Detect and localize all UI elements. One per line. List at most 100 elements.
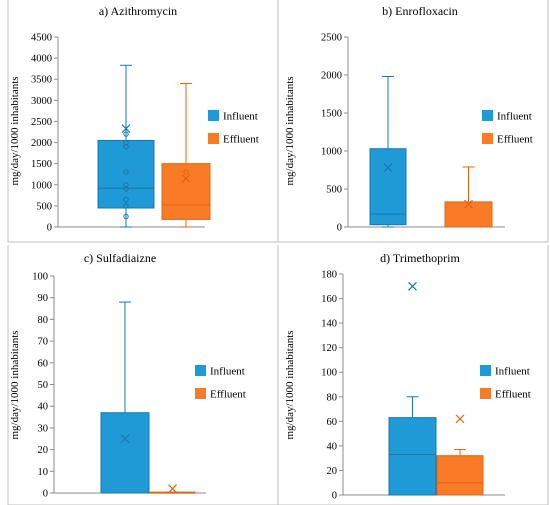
y-tick-label: 1500 — [321, 109, 342, 120]
y-tick-label: 60 — [327, 417, 338, 428]
y-tick-label: 0 — [43, 489, 48, 500]
legend-item-influent: Influent — [480, 365, 530, 378]
y-tick-label: 2000 — [321, 71, 342, 82]
y-tick-label: 120 — [321, 343, 337, 354]
chart-panel-1: a) Azithromycin mg/day/1000 inhabitants 0 5… — [7, 0, 279, 243]
data-point — [123, 131, 129, 137]
y-tick-label: 4500 — [31, 33, 52, 44]
legend-label: Influent — [495, 366, 530, 378]
box-iqr — [100, 412, 150, 494]
legend-swatch — [480, 388, 491, 399]
legend-label: Effluent — [495, 389, 531, 401]
y-tick-label: 50 — [38, 380, 49, 391]
mean-marker — [181, 174, 191, 183]
legend-swatch — [208, 110, 219, 121]
panel-frame — [277, 0, 549, 243]
chart-panel-2: b) Enrofloxacin mg/day/1000 inhabitants 0 5… — [277, 0, 549, 243]
data-point — [123, 196, 129, 203]
y-tick-label: 140 — [321, 319, 337, 330]
mean-marker — [408, 281, 417, 291]
y-tick-label: 0 — [332, 491, 337, 502]
legend-swatch — [482, 133, 493, 144]
y-tick-label: 500 — [326, 185, 342, 196]
y-tick-label: 20 — [327, 466, 338, 477]
y-tick-label: 0 — [337, 223, 342, 234]
y-tick-label: 80 — [327, 392, 338, 403]
mean-marker — [168, 484, 177, 494]
legend-item-influent: Influent — [195, 365, 245, 378]
y-tick-label: 1500 — [31, 159, 52, 170]
chart-title: c) Sulfadiaizne — [84, 251, 156, 265]
data-point — [183, 169, 189, 175]
y-tick-label: 100 — [321, 368, 337, 379]
legend-label: Effluent — [223, 134, 259, 146]
box-effluent — [149, 484, 196, 494]
y-tick-label: 3500 — [31, 75, 52, 86]
box-influent — [97, 64, 155, 228]
y-tick-label: 2500 — [31, 117, 52, 128]
legend-item-influent: Influent — [208, 110, 258, 123]
y-tick-label: 40 — [38, 402, 49, 413]
mean-marker — [455, 414, 465, 424]
legend-swatch — [480, 365, 491, 376]
y-tick-label: 500 — [36, 201, 52, 212]
box-iqr — [444, 201, 493, 228]
box-influent — [388, 281, 437, 496]
chart-panel-3: c) Sulfadiaizne mg/day/1000 inhabitants 0 1… — [7, 245, 279, 505]
legend-label: Influent — [497, 111, 532, 123]
y-axis-label: mg/day/1000 inhabitants — [284, 330, 296, 439]
y-tick-label: 3000 — [31, 96, 52, 107]
chart-title: b) Enrofloxacin — [382, 4, 458, 18]
box-effluent — [436, 414, 484, 496]
y-axis-label: mg/day/1000 inhabitants — [284, 76, 296, 185]
box-iqr — [388, 417, 437, 496]
data-point — [123, 139, 129, 146]
chart-title: d) Trimethoprim — [380, 251, 460, 265]
legend-label: Influent — [223, 111, 258, 123]
mean-marker — [120, 434, 130, 444]
legend-item-influent: Influent — [482, 110, 532, 123]
legend-item-effluent: Effluent — [195, 388, 246, 401]
y-tick-label: 20 — [38, 445, 49, 456]
data-point — [123, 203, 129, 209]
legend-label: Influent — [210, 366, 245, 378]
y-axis-label: mg/day/1000 inhabitants — [9, 76, 21, 185]
chart-title: a) Azithromycin — [99, 4, 177, 18]
legend-swatch — [482, 110, 493, 121]
y-tick-label: 60 — [38, 358, 49, 369]
legend-swatch — [208, 133, 219, 144]
legend-swatch — [195, 365, 206, 376]
y-tick-label: 2000 — [31, 138, 52, 149]
legend-label: Effluent — [497, 134, 533, 146]
y-tick-label: 160 — [321, 294, 337, 305]
y-tick-label: 100 — [32, 272, 48, 283]
box-effluent — [161, 82, 211, 228]
mean-marker — [464, 199, 473, 209]
legend-item-effluent: Effluent — [208, 133, 259, 146]
data-point — [123, 182, 129, 188]
y-tick-label: 4000 — [31, 54, 52, 65]
data-point — [123, 213, 129, 220]
box-influent — [369, 76, 407, 228]
box-iqr — [436, 455, 484, 496]
y-tick-label: 10 — [38, 467, 49, 478]
data-point — [123, 169, 129, 175]
legend-swatch — [195, 388, 206, 399]
y-tick-label: 40 — [327, 441, 338, 452]
y-tick-label: 1000 — [31, 180, 52, 191]
y-tick-label: 2500 — [321, 33, 342, 44]
y-axis-label: mg/day/1000 inhabitants — [9, 330, 21, 439]
legend-item-effluent: Effluent — [482, 133, 533, 146]
legend-label: Effluent — [210, 389, 246, 401]
y-tick-label: 1000 — [321, 147, 342, 158]
y-tick-label: 70 — [38, 337, 49, 348]
y-tick-label: 180 — [321, 270, 337, 281]
legend-item-effluent: Effluent — [480, 388, 531, 401]
chart-panel-4: d) Trimethoprim mg/day/1000 inhabitants 0 2… — [277, 245, 549, 505]
box-iqr — [161, 163, 211, 220]
panel-frame — [277, 245, 549, 505]
mean-marker — [121, 124, 131, 134]
box-iqr — [369, 148, 407, 226]
mean-marker — [383, 163, 393, 173]
